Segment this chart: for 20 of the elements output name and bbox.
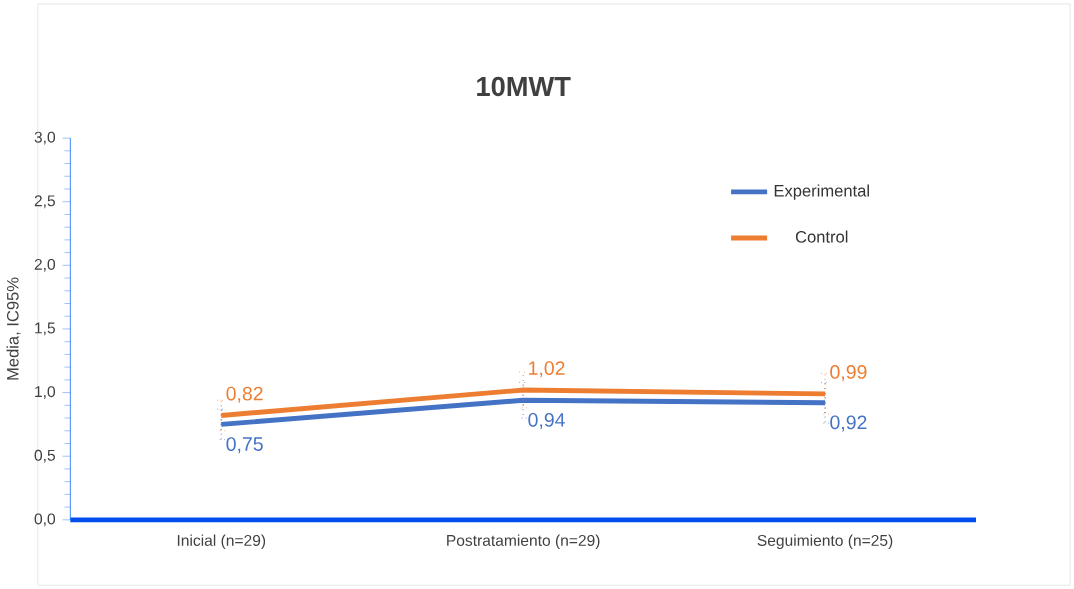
chart-title: 10MWT — [477, 76, 571, 97]
y-tick-label: 0,5 — [34, 449, 55, 463]
y-axis-title: Media, IC95% — [6, 277, 21, 380]
legend-label: Experimental — [774, 184, 869, 200]
data-label: 1,02 — [529, 361, 565, 378]
y-tick-label: 1,0 — [35, 386, 56, 399]
y-tick-label: 2,5 — [34, 195, 55, 209]
y-tick-label: 0,0 — [34, 513, 56, 527]
data-label: 0,75 — [226, 437, 263, 454]
y-tick-label: 1,5 — [35, 322, 55, 336]
data-label: 0,94 — [528, 412, 565, 429]
data-label: 0,99 — [830, 364, 867, 382]
data-label: 0,92 — [830, 415, 867, 432]
data-label: 0,82 — [226, 386, 263, 403]
legend-label: Control — [795, 230, 848, 243]
x-tick-label: Seguimiento (n=25) — [757, 534, 893, 549]
y-tick-label: 3,0 — [34, 131, 56, 145]
y-tick-label: 2,0 — [34, 258, 56, 272]
x-tick-label: Inicial (n=29) — [177, 534, 266, 549]
x-tick-label: Postratamiento (n=29) — [447, 534, 600, 549]
